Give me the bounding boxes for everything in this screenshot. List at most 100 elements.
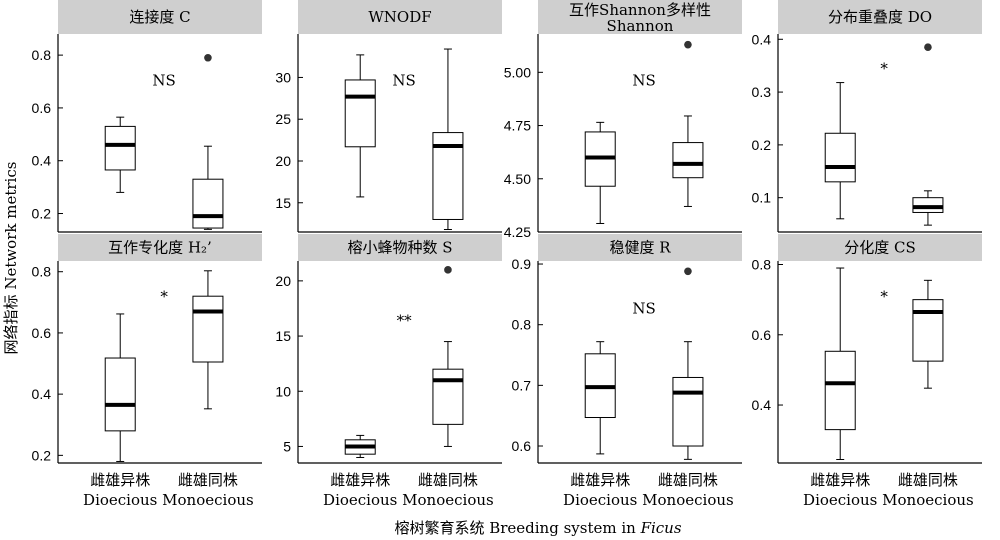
panel-title: WNODF: [368, 8, 431, 26]
panel-title: 分布重叠度 DO: [828, 8, 932, 26]
y-tick-label: 15: [275, 328, 291, 344]
y-tick-label: 15: [275, 195, 291, 211]
box-monoecious: [192, 53, 224, 230]
box-dioecious: [824, 267, 856, 460]
panel-strip: [298, 0, 502, 34]
panel-title: 连接度 C: [129, 8, 190, 26]
panel-strip: [58, 234, 262, 261]
panel-6: 榕小蜂物种数 S 5 10 15 20 ** 雌雄异株 Dioecious 雌雄同株 Monoec…: [275, 234, 502, 509]
iqr-box: [824, 350, 856, 431]
box-monoecious: [192, 270, 224, 410]
category-label-en: Monoecious: [162, 491, 254, 509]
panel-title: 互作Shannon多样性: [569, 1, 711, 19]
y-tick-label: 20: [275, 273, 291, 289]
panel-strip: [58, 0, 262, 34]
significance-label: NS: [392, 71, 415, 89]
panel-strip: [538, 234, 742, 261]
y-tick-label: 0.2: [752, 137, 772, 153]
y-tick-label: 30: [275, 69, 291, 85]
y-axis-title: 网络指标 Network metrics: [2, 162, 20, 355]
category-label-cn: 雌雄同株: [898, 471, 958, 489]
category-label-cn: 雌雄异株: [330, 471, 390, 489]
y-tick-label: 0.8: [752, 257, 772, 273]
significance-label: *: [880, 60, 888, 78]
category-label-en: Dioecious: [83, 491, 157, 509]
category-label-cn: 雌雄同株: [178, 471, 238, 489]
panel-strip: [778, 0, 982, 34]
panel-7: 稳健度 R 0.6 0.7 0.8 0.9 NS 雌雄异株 Dioecious 雌雄同株 Mono…: [512, 234, 742, 509]
y-tick-label: 4.75: [504, 118, 531, 134]
y-tick-label: 0.3: [752, 84, 772, 100]
box-monoecious: [432, 48, 464, 230]
y-tick-label: 0.9: [512, 256, 532, 272]
category-label-en: Dioecious: [563, 491, 637, 509]
y-tick-label: 0.7: [512, 377, 532, 393]
iqr-box: [104, 125, 136, 171]
significance-label: *: [160, 287, 168, 305]
y-tick-label: 0.6: [512, 438, 532, 454]
panel-title-line2: Shannon: [607, 17, 674, 35]
y-tick-label: 4.25: [504, 224, 531, 240]
significance-label: **: [397, 312, 413, 330]
significance-label: NS: [152, 71, 175, 89]
category-label-en: Dioecious: [803, 491, 877, 509]
box-monoecious: [912, 279, 944, 389]
panel-title: 榕小蜂物种数 S: [347, 239, 452, 257]
y-tick-label: 0.4: [32, 153, 52, 169]
x-axis-title: 榕树繁育系统 Breeding system in Ficus: [394, 519, 681, 537]
iqr-box: [192, 295, 224, 363]
y-tick-label: 4.50: [504, 171, 531, 187]
y-tick-label: 5.00: [504, 64, 531, 80]
y-tick-label: 0.1: [752, 190, 772, 206]
panel-title: 稳健度 R: [609, 239, 671, 257]
y-tick-label: 10: [275, 383, 291, 399]
y-tick-label: 0.4: [752, 397, 772, 413]
iqr-box: [344, 79, 376, 148]
y-tick-label: 5: [283, 438, 291, 454]
box-dioecious: [344, 54, 376, 198]
y-tick-label: 0.8: [512, 317, 532, 333]
panel-4: 分布重叠度 DO 0.1 0.2 0.3 0.4 *: [752, 0, 982, 233]
box-dioecious: [824, 82, 856, 220]
x-axis-title-text: 榕树繁育系统 Breeding system in: [394, 519, 640, 537]
panel-strip: [778, 234, 982, 261]
box-monoecious: [432, 266, 464, 447]
outlier-point: [924, 43, 932, 51]
panel-strip: [538, 0, 742, 34]
category-label-en: Monoecious: [642, 491, 734, 509]
outlier-point: [204, 53, 212, 62]
y-tick-label: 0.8: [32, 47, 52, 63]
y-tick-label: 0.8: [32, 264, 52, 280]
category-label-cn: 雌雄异株: [90, 471, 150, 489]
box-dioecious: [584, 341, 616, 455]
panel-strip: [298, 234, 502, 261]
iqr-box: [192, 178, 224, 229]
iqr-box: [824, 132, 856, 183]
iqr-box: [432, 368, 464, 425]
y-tick-label: 0.6: [32, 325, 52, 341]
category-label-en: Monoecious: [402, 491, 494, 509]
box-dioecious: [584, 121, 616, 224]
y-tick-label: 0.2: [32, 206, 52, 222]
outlier-point: [444, 266, 452, 274]
box-monoecious: [672, 267, 704, 460]
box-dioecious: [104, 116, 136, 193]
x-axis-title-genus: Ficus: [640, 519, 682, 537]
panel-title: 互作专化度 H₂’: [108, 239, 212, 257]
significance-label: NS: [632, 300, 655, 318]
panel-title: 分化度 CS: [844, 239, 916, 257]
y-tick-label: 0.2: [32, 447, 52, 463]
category-label-en: Dioecious: [323, 491, 397, 509]
y-tick-label: 0.4: [752, 31, 772, 47]
y-tick-label: 0.6: [752, 327, 772, 343]
iqr-box: [104, 357, 136, 432]
iqr-box: [672, 142, 704, 179]
panel-grid: 连接度 C 0.2 0.4 0.6 0.8 NS WNODF 15 20 25 30 NS 互作Shan…: [32, 0, 982, 509]
panel-5: 互作专化度 H₂’ 0.2 0.4 0.6 0.8 * 雌雄异株 Dioecious 雌雄同株 M…: [32, 234, 262, 509]
category-label-cn: 雌雄异株: [810, 471, 870, 489]
outlier-point: [684, 40, 692, 49]
y-tick-label: 25: [275, 111, 291, 127]
outlier-point: [684, 267, 692, 276]
